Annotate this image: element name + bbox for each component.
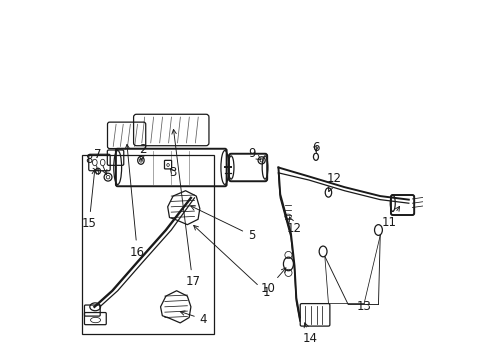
Text: 8: 8	[85, 153, 97, 171]
Text: 12: 12	[286, 217, 302, 235]
Text: 12: 12	[325, 172, 341, 192]
Text: 5: 5	[190, 206, 255, 242]
Text: 15: 15	[81, 170, 96, 230]
Text: 7: 7	[94, 148, 107, 174]
Text: 1: 1	[193, 225, 269, 299]
Text: 3: 3	[169, 166, 176, 179]
Text: 2: 2	[139, 143, 146, 161]
Text: 9: 9	[247, 147, 261, 160]
Text: 6: 6	[311, 141, 319, 154]
Text: 14: 14	[303, 323, 317, 346]
Text: 16: 16	[125, 144, 144, 258]
Bar	[82, 155, 214, 334]
Text: 13: 13	[356, 300, 371, 312]
Text: 4: 4	[180, 311, 207, 326]
Text: 10: 10	[260, 268, 285, 296]
Text: 17: 17	[171, 130, 200, 288]
Text: 11: 11	[381, 206, 399, 229]
